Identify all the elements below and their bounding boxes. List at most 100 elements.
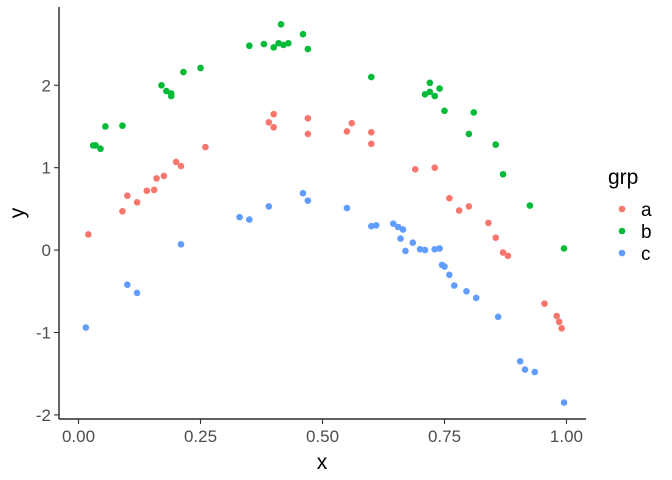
data-point-b [197,64,204,72]
data-point-c [463,287,470,295]
data-point-b [167,90,175,97]
data-point-c [431,245,439,253]
data-point-b [431,92,439,100]
data-point-c [450,282,458,289]
plot-panel [58,7,586,420]
data-point-c [343,204,351,212]
y-tick-label: 1 [42,159,51,178]
legend-items: abc [618,200,652,265]
data-point-b [299,30,307,38]
legend-label-a: a [641,200,652,221]
data-point-a [558,325,565,332]
data-point-a [553,312,561,320]
data-point-b [163,87,170,95]
data-point-a [84,231,92,238]
data-point-b [441,107,448,115]
data-point-b [119,122,126,129]
data-point-a [343,128,351,135]
legend-label-c: c [641,244,651,265]
data-point-a [541,300,548,307]
data-point-c [402,247,409,255]
data-point-c [521,366,529,373]
y-tick-label: -2 [36,406,51,425]
data-point-c [397,235,404,242]
data-point-a [304,130,312,138]
data-point-c [372,222,380,229]
data-point-c [494,313,502,321]
data-point-a [411,166,419,173]
data-point-a [431,164,439,171]
data-point-a [177,162,185,170]
x-axis-title: x [317,451,328,474]
data-point-b [180,68,187,76]
data-point-c [421,246,429,254]
data-point-a [150,186,158,194]
data-point-a [304,114,312,122]
legend-key-c [618,249,626,257]
data-point-b [277,21,285,28]
data-point-a [465,203,473,210]
data-point-c [124,281,131,288]
x-tick-label: 0.50 [306,427,339,446]
data-point-c [472,294,480,302]
data-point-a [492,234,500,242]
data-point-a [270,124,278,131]
data-point-a [446,194,453,202]
data-point-b [270,44,278,51]
legend: grp abc [608,166,652,265]
y-axis-ticks: -2 -1 0 1 2 [36,76,59,425]
x-tick-label: 1.00 [550,427,583,446]
x-tick-label: 0.25 [184,427,217,446]
data-point-b [97,145,104,153]
data-point-c [516,358,524,365]
data-point-b [470,109,478,116]
data-point-c [265,203,273,210]
data-point-c [236,213,243,221]
data-point-b [304,45,312,53]
data-point-a [202,143,209,151]
data-point-c [299,189,307,197]
data-point-c [133,289,141,297]
data-point-a [172,158,180,166]
data-point-b [285,39,292,47]
data-point-b [92,142,99,149]
data-point-a [160,172,168,180]
data-point-b [158,81,165,89]
y-tick-label: -1 [36,323,51,342]
data-point-c [82,324,90,331]
data-point-a [368,128,375,136]
data-point-a [153,175,160,182]
data-point-c [436,245,443,252]
data-point-b [246,42,253,50]
data-point-a [504,252,512,260]
y-tick-label: 2 [42,76,51,95]
legend-title: grp [608,166,638,189]
data-point-c [531,368,539,376]
data-point-a [455,207,463,214]
data-point-b [499,170,507,178]
data-point-b [368,73,375,81]
data-point-b [526,202,534,209]
x-tick-label: 0.00 [62,427,95,446]
legend-key-b [618,227,626,235]
data-point-c [441,263,448,270]
data-point-a [124,192,131,199]
data-point-b [426,79,434,87]
x-tick-label: 0.75 [428,427,461,446]
data-point-a [143,187,151,195]
data-point-c [394,223,402,231]
data-point-a [265,119,273,126]
data-point-c [177,241,185,248]
x-axis-ticks: 0.00 0.25 0.50 0.75 1.00 [62,419,583,446]
data-point-c [389,220,397,228]
data-point-a [119,208,126,215]
data-point-a [348,119,356,127]
data-point-b [436,85,443,92]
data-point-c [446,271,453,279]
data-point-c [246,216,253,223]
data-point-a [499,249,507,256]
data-point-a [133,198,141,206]
data-point-a [485,219,492,227]
data-point-a [368,140,375,148]
data-point-b [102,123,109,130]
